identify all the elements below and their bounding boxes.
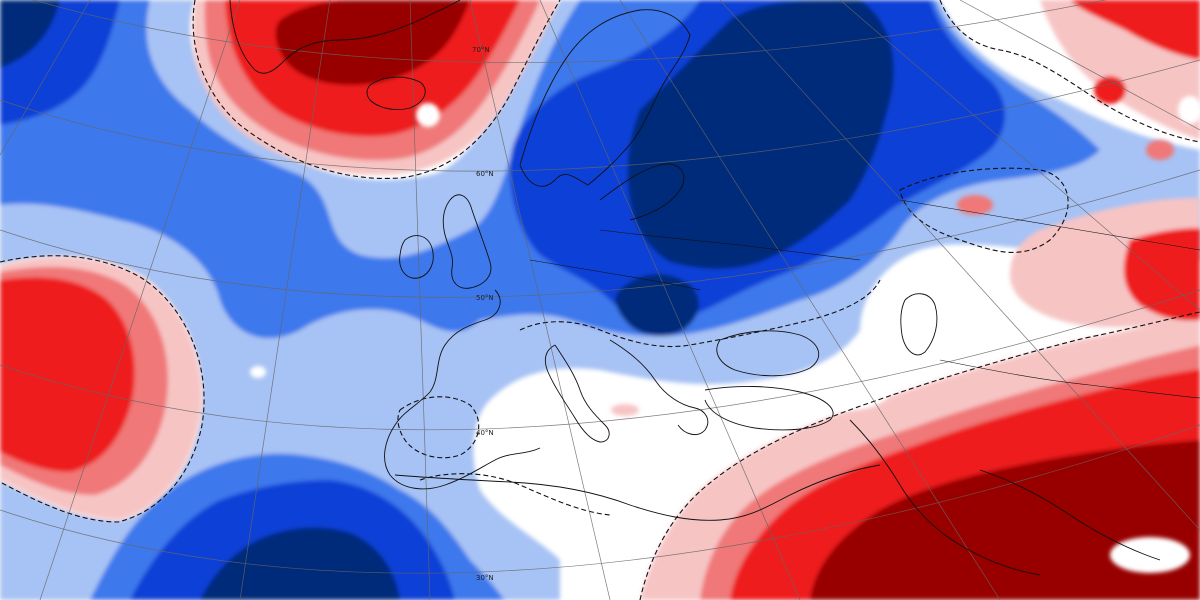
latitude-labels: 70°N 60°N 50°N 40°N 30°N [472, 46, 494, 582]
negative-anomaly-very-strong-balkan-region [615, 274, 699, 336]
zero-contour-northeast [939, 0, 1200, 143]
negative-anomaly-very-strong-region [627, 0, 894, 269]
negative-anomaly-very-strong-greenland-region [0, 0, 60, 68]
latitude-label-60: 60°N [476, 170, 494, 178]
latitude-line-70 [32, 0, 1107, 63]
coastline-great-britain [442, 194, 492, 289]
meridian-line [619, 0, 1001, 600]
coastlines [229, 0, 1200, 576]
zero-contour-mediterranean [519, 279, 881, 348]
neutral-patch [1178, 96, 1200, 124]
positive-anomaly-east-medium-region [1123, 228, 1200, 321]
coastline-balkans [609, 339, 709, 436]
meridian-line [0, 0, 91, 156]
positive-anomaly-west-atlantic-strong-region [0, 277, 135, 472]
latitude-line-40 [0, 289, 1200, 431]
latitude-label-50: 50°N [476, 294, 494, 302]
coastline-baltic [599, 163, 685, 221]
positive-anomaly-spot [1094, 76, 1126, 104]
coastline-western-europe [384, 289, 541, 490]
coastline-ireland [399, 235, 434, 279]
coastline-arabia [979, 469, 1161, 561]
negative-anomaly-very-strong-atlantic-region [200, 527, 400, 600]
latitude-label-40: 40°N [476, 429, 494, 437]
positive-anomaly-spot [611, 404, 639, 416]
neutral-patch [1110, 537, 1190, 573]
positive-anomaly-south-very-strong-region [810, 440, 1200, 600]
meridian-line [839, 0, 1200, 311]
neutral-patch [416, 103, 440, 127]
meridian-line [39, 0, 241, 600]
coastline-middle-east [849, 419, 1041, 576]
meridian-line [469, 0, 611, 600]
border-eastern-europe [599, 229, 861, 261]
zero-contour-north-africa [419, 473, 611, 516]
latitude-label-30: 30°N [476, 574, 494, 582]
meridian-line [539, 0, 801, 600]
coastline-black-sea [716, 330, 820, 377]
border-asia [899, 199, 1200, 251]
latitude-line-60 [0, 59, 1200, 172]
zero-contour-greenland [192, 0, 561, 180]
border-central-asia [939, 359, 1200, 399]
zero-contour-west-atlantic [0, 255, 205, 523]
coastline-caspian [900, 293, 938, 356]
coastline-italy [544, 344, 610, 443]
meridian-line [239, 0, 331, 600]
latitude-line-50 [0, 169, 1200, 298]
latitude-label-70: 70°N [472, 46, 490, 54]
coastline-north-africa [394, 464, 881, 521]
positive-anomaly-spot [1146, 140, 1174, 160]
coastline-iceland [366, 76, 426, 111]
zero-contour-east [899, 167, 1069, 253]
border-central-europe [529, 259, 701, 291]
zero-contour-iberia [397, 396, 480, 459]
meridian-line [959, 0, 1200, 131]
positive-anomaly-northeast-strong-region [1070, 0, 1200, 60]
coastline-turkey [704, 386, 834, 431]
positive-anomaly-greenland-very-strong-region [275, 0, 470, 85]
neutral-patch [250, 366, 266, 378]
meridian-line [719, 0, 1200, 531]
latitude-line-30 [0, 424, 1200, 574]
neutral-patch [810, 370, 890, 410]
coastline-greenland [229, 0, 461, 74]
positive-anomaly-spot [957, 195, 993, 215]
coastline-scandinavia [519, 9, 691, 187]
meridian-line [409, 0, 431, 600]
